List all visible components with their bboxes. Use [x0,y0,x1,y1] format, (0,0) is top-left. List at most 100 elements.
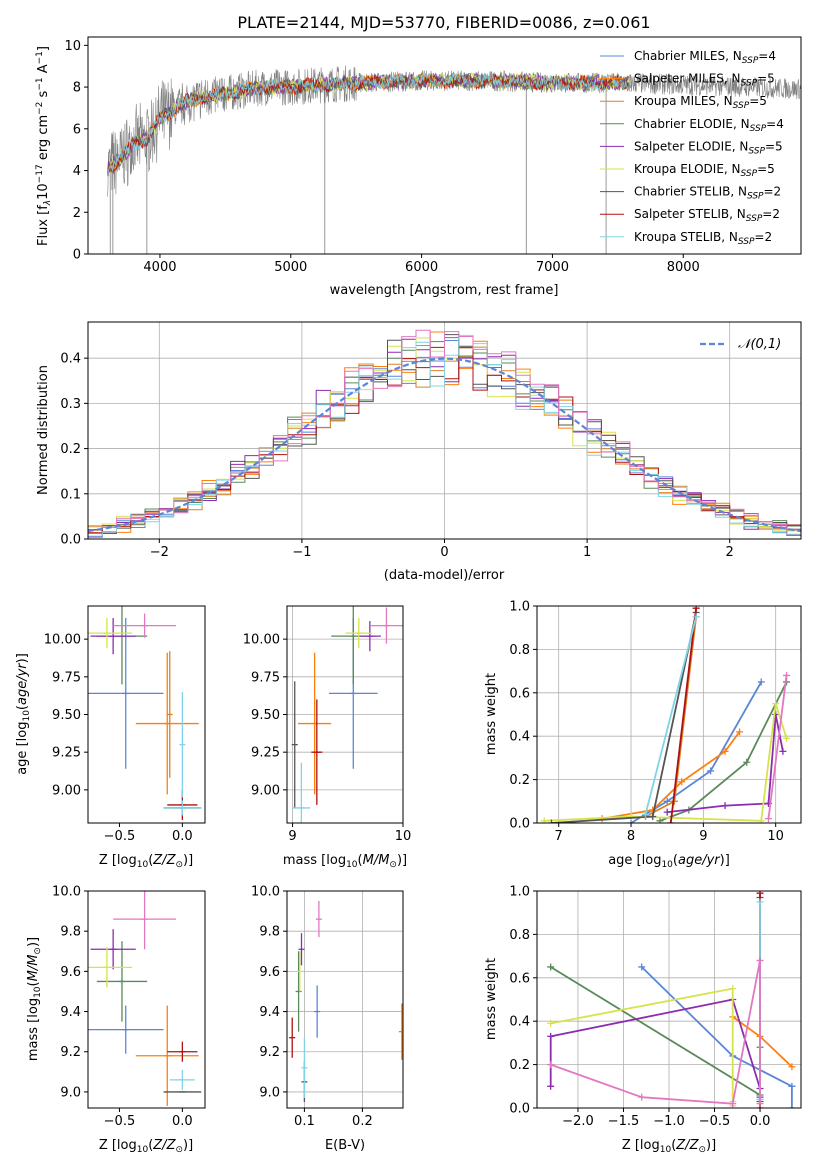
plus-marker [547,819,555,823]
x-tick-label: 0.1 [294,1114,315,1129]
x-axis-label: Z [log10(Z/Z⊙)] [99,1138,193,1155]
y-tick-label: 0.2 [60,442,81,457]
weight-series-line [659,681,788,822]
plus-marker [757,678,765,686]
figure-title: PLATE=2144, MJD=53770, FIBERID=0086, z=0… [237,13,650,32]
y-tick-label: 0.4 [60,352,81,367]
legend-entry: Salpeter STELIB, NSSP=2 [634,207,780,224]
plus-marker [547,1032,555,1040]
plus-marker [729,985,737,993]
y-tick-label: 0.1 [60,487,81,502]
plus-marker [729,1100,737,1108]
y-tick-label: 0.2 [509,1058,530,1073]
x-axis-label: Z [log10(Z/Z⊙)] [99,853,193,870]
y-tick-label: 4 [73,164,81,179]
y-tick-label: 9.75 [52,670,81,685]
legend-entry: 𝒩(0,1) [738,337,781,352]
y-tick-label: 9.4 [259,1005,280,1020]
plus-marker [627,819,635,823]
legend-entry: Kroupa STELIB, NSSP=2 [634,230,772,247]
weight-series-line [630,681,762,823]
plus-marker [721,747,729,755]
y-tick-label: 10 [64,39,81,54]
residuals-axes: −2 −1 0 1 2 0.0 0.1 0.2 0.3 0.4 𝒩(0,1) (data-model)… [36,321,802,583]
weight-series-line [549,998,761,1098]
plus-marker [638,963,646,971]
x-tick-label: −2 [150,545,169,560]
plus-marker [692,613,700,621]
y-tick-label: 9.00 [251,783,280,798]
y-tick-label: 0.4 [509,1015,530,1030]
spectrum-legend: Chabrier MILES, NSSP=4 Salpeter MILES, NS… [600,49,784,247]
x-tick-label: 1 [583,545,591,560]
plus-marker [788,1104,796,1108]
plus-marker [663,797,671,805]
y-tick-label: 9.0 [60,1085,81,1100]
y-tick-label: 9.6 [259,965,280,980]
plus-marker [641,810,649,818]
y-tick-label: 9.8 [259,925,280,940]
plus-marker [638,1093,646,1101]
weight_vs_Z-plot-area [547,891,796,1108]
weight-series-line [641,966,793,1108]
weight_vs_Z-axes: −2.0 −1.5 −1.0 −0.5 0.0 0.0 0.2 0.4 0.6 0.8 1.0 Z [… [484,885,802,1155]
weight_vs_age-plot-area [540,606,791,823]
plus-marker [736,728,744,736]
axes-frame [87,890,206,1109]
plus-marker [547,1019,555,1027]
x-axis-label: wavelength [Angstrom, rest frame] [330,283,559,298]
y-tick-label: 0.0 [509,817,530,832]
x-tick-label: 2 [726,545,734,560]
y-tick-label: 1.0 [509,600,530,615]
plus-marker [764,815,772,823]
x-axis-label: (data-model)/error [384,568,505,583]
plus-marker [743,758,751,766]
y-tick-label: 9.25 [52,746,81,761]
x-tick-label: 6000 [405,260,438,275]
residual-histogram-step [88,329,801,531]
y-tick-label: 9.4 [60,1005,81,1020]
x-tick-label: 5000 [274,260,307,275]
plus-marker [649,812,657,820]
y-tick-label: 9.2 [60,1045,81,1060]
legend-entry: Chabrier STELIB, NSSP=2 [634,185,781,202]
plus-marker [772,711,780,718]
y-axis-label: mass weight [484,958,499,1040]
plus-marker [756,898,764,906]
y-tick-label: 9.50 [251,708,280,723]
age_vs_Z-axes: −0.5 0.0 9.00 9.25 9.50 9.75 10.00 Z [log10(Z/Z… [15,605,206,870]
y-tick-label: 9.50 [52,708,81,723]
x-tick-label: −0.5 [104,1114,136,1129]
plus-marker [721,802,729,810]
y-tick-label: 0.4 [509,730,530,745]
plus-marker [772,700,780,708]
x-axis-label: age [log10(age/yr)] [608,853,730,870]
y-tick-label: 0 [73,248,81,263]
spectrum-axes: 4000 5000 6000 7000 8000 0 2 4 6 8 10 Chabrier MILE… [35,36,802,298]
x-tick-label: −0.5 [104,829,136,844]
x-tick-label: 4000 [143,260,176,275]
plus-marker [756,1100,764,1108]
y-tick-label: 9.6 [60,965,81,980]
legend-entry: Salpeter ELODIE, NSSP=5 [634,139,783,156]
plus-marker [783,734,791,742]
weight-series-line [644,616,697,815]
residuals-plot-area [88,329,801,538]
legend-entry: Kroupa ELODIE, NSSP=5 [634,162,775,179]
x-tick-label: 0.0 [750,1114,771,1129]
y-axis-label: age [log10(age/yr)] [15,653,32,775]
y-tick-label: 0.8 [509,643,530,658]
axes-frame [536,605,802,824]
plus-marker [757,817,765,823]
y-tick-label: 9.8 [60,925,81,940]
age_vs_mass-plot-area [291,606,403,823]
y-tick-label: 6 [73,122,81,137]
x-tick-label: 0 [440,545,448,560]
x-tick-label: 0.2 [352,1114,373,1129]
x-tick-label: 9 [699,829,707,844]
y-axis-label: Flux [fλ10−17 erg cm−2 s−1 A−1] [35,46,53,246]
model-spectrum-line [107,72,631,176]
plus-marker [667,819,675,823]
y-tick-label: 0.2 [509,773,530,788]
